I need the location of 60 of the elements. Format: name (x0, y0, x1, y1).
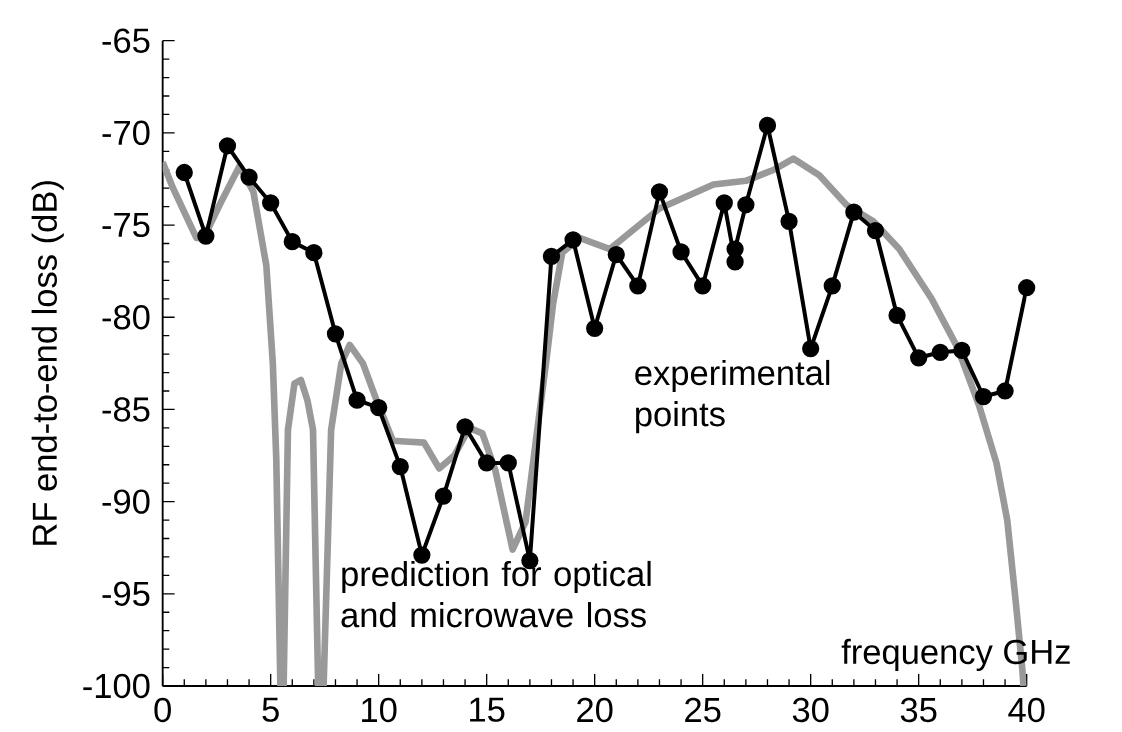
point (348, 391, 366, 409)
point (607, 245, 625, 264)
x-tick-label: 20 (577, 697, 613, 723)
series-label: experimental points (635, 359, 830, 434)
point (326, 325, 345, 343)
series-label: prediction for optical and microwave loss (341, 560, 651, 628)
y-tick-label: -85 (102, 397, 150, 422)
point (542, 247, 561, 266)
x-axis-title: frequency GHz (841, 638, 1070, 672)
point (866, 221, 885, 240)
y-tick-label: -70 (102, 120, 150, 146)
y-tick-label: -100 (83, 673, 150, 699)
point (672, 243, 690, 261)
point (197, 227, 215, 245)
point (218, 137, 237, 155)
y-tick-label: -90 (102, 489, 150, 514)
point (586, 319, 604, 337)
point (175, 163, 193, 182)
point (888, 306, 906, 325)
x-tick-label: 35 (900, 697, 937, 723)
x-tick-label: 40 (1008, 697, 1045, 723)
point (478, 454, 496, 472)
y-tick-label: -80 (102, 305, 150, 330)
x-tick-label: 5 (262, 697, 279, 722)
point (629, 277, 647, 295)
x-tick-label: 30 (792, 697, 829, 723)
point (953, 341, 971, 360)
x-tick-label: 0 (154, 697, 171, 723)
y-tick-label: -95 (102, 581, 150, 607)
point (391, 457, 409, 476)
y-axis-title: RF end-to-end loss (dB) (31, 181, 64, 545)
point (996, 382, 1014, 400)
point (737, 196, 755, 214)
point (1018, 279, 1036, 297)
point (802, 339, 820, 358)
point (694, 277, 712, 295)
point (845, 203, 863, 221)
point (758, 116, 777, 135)
point (823, 277, 841, 295)
point (974, 387, 993, 406)
point (564, 231, 582, 249)
point (262, 194, 280, 212)
point (370, 398, 388, 417)
point (434, 487, 453, 505)
point (715, 194, 733, 212)
point (726, 240, 744, 258)
point (931, 343, 949, 361)
y-tick-label: -75 (102, 212, 150, 238)
point (499, 454, 517, 472)
point (456, 418, 474, 436)
x-tick-label: 10 (362, 697, 397, 723)
point (780, 212, 798, 230)
x-tick-label: 15 (470, 697, 505, 722)
point (910, 349, 928, 367)
y-tick-label: -65 (102, 28, 150, 53)
point (283, 233, 301, 251)
point (240, 168, 258, 186)
x-tick-label: 25 (685, 697, 721, 723)
point (650, 183, 669, 201)
point (305, 244, 323, 262)
